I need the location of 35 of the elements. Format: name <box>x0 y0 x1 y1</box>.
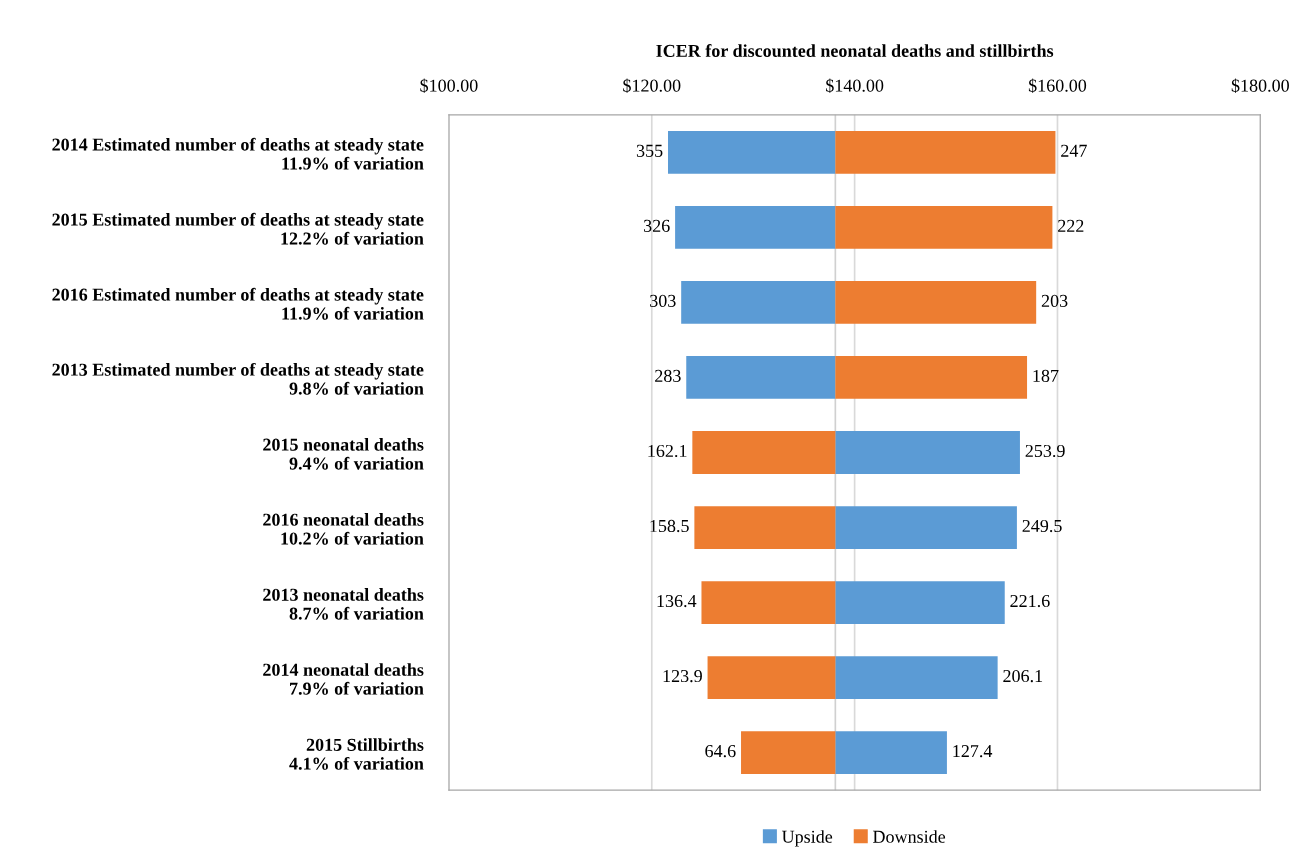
annotation: 158.5 <box>650 519 689 533</box>
annotation: 162.1 <box>648 444 687 458</box>
y-tick-label: 2016 neonatal deaths 10.2% of variation <box>263 513 424 545</box>
y-tick-label: 2015 neonatal deaths 9.4% of variation <box>263 438 424 470</box>
annotation: 283 <box>655 369 681 382</box>
annotation: 221.6 <box>1010 594 1050 608</box>
annotation: 222 <box>1058 219 1084 232</box>
x-tick-label: $180.00 <box>1231 78 1289 93</box>
y-tick-label: 2014 Estimated number of deaths at steady state 11.9% of variation <box>52 137 424 170</box>
annotation: 64.6 <box>705 745 736 758</box>
x-tick-label: $140.00 <box>826 78 884 93</box>
annotation: 355 <box>636 144 663 157</box>
legend-label: Downside <box>873 830 946 843</box>
legend-label: Upside <box>781 830 833 847</box>
annotation: 206.1 <box>1003 669 1043 683</box>
y-tick-label: 2014 neonatal deaths 7.9% of variation <box>263 663 424 695</box>
annotation: 247 <box>1061 144 1087 157</box>
annotation: 187 <box>1033 369 1059 382</box>
annotation: 303 <box>650 294 676 307</box>
x-axis-title: ICER for discounted neonatal deaths and stillbirths <box>656 44 1054 58</box>
annotation: 253.9 <box>1025 444 1065 458</box>
annotation: 127.4 <box>953 745 993 758</box>
y-tick-label: 2013 Estimated number of deaths at steady state 9.8% of variation <box>52 362 424 395</box>
y-tick-label: 2015 Stillbirths 4.1% of variation <box>289 738 424 770</box>
annotation: 326 <box>644 219 670 232</box>
y-tick-label: 2013 neonatal deaths 8.7% of variation <box>263 588 424 620</box>
y-tick-label: 2016 Estimated number of deaths at steady state 11.9% of variation <box>52 287 424 320</box>
annotation: 203 <box>1041 294 1068 307</box>
x-tick-label: $120.00 <box>623 78 681 93</box>
x-tick-label: $160.00 <box>1028 78 1087 93</box>
annotation: 136.4 <box>657 594 697 608</box>
x-tick-label: $100.00 <box>420 78 478 93</box>
annotation: 249.5 <box>1022 519 1062 533</box>
y-tick-label: 2015 Estimated number of deaths at steady state 12.2% of variation <box>52 212 424 245</box>
annotation: 123.9 <box>663 669 702 683</box>
